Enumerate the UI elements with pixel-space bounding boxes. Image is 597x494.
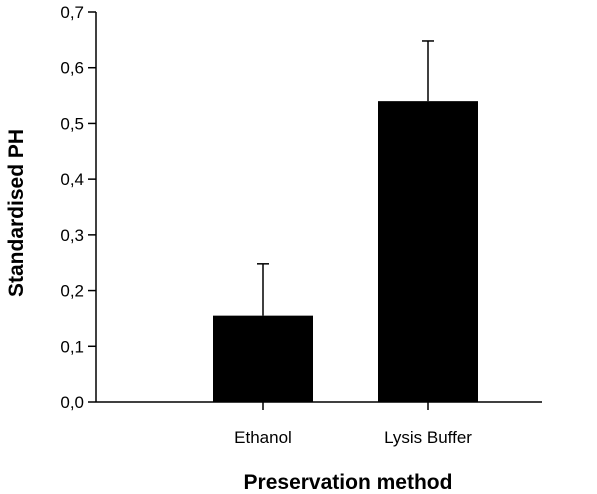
y-tick-label: 0,3 [60,226,84,245]
y-ticks-layer: 0,0 0,1 0,2 0,3 0,4 0,5 0,6 0,7 [60,3,96,412]
x-tick-label: Lysis Buffer [384,428,472,447]
y-tick-label: 0,2 [60,282,84,301]
error-bars-layer [257,40,434,316]
y-tick-label: 0,4 [60,170,84,189]
x-axis-title: Preservation method [244,471,453,494]
bar-lysis-buffer [378,101,478,403]
y-axis-title: Standardised PH [5,129,28,297]
axes-layer [95,12,542,403]
bar-ethanol [213,315,313,402]
y-tick-label: 0,5 [60,114,84,133]
x-ticks-layer: Ethanol Lysis Buffer [234,402,472,447]
x-tick-label: Ethanol [234,428,292,447]
y-tick-label: 0,0 [60,393,84,412]
y-tick-label: 0,6 [60,59,84,78]
y-tick-label: 0,1 [60,337,84,356]
y-tick-label: 0,7 [60,3,84,22]
bars-layer [213,101,478,403]
